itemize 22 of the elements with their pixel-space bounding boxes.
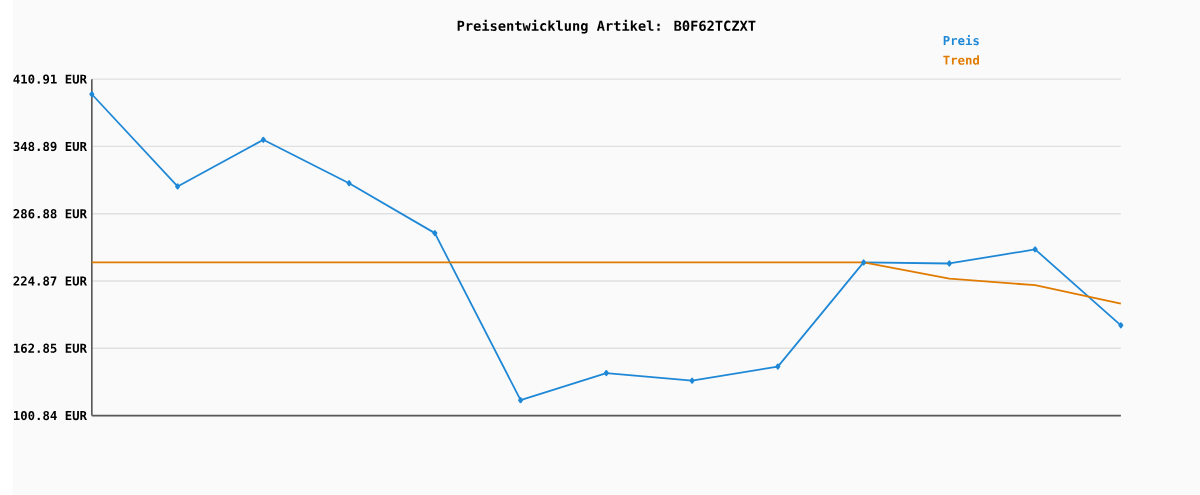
chart-title: Preisentwicklung Artikel: B0F62TCZXT (457, 19, 756, 34)
point (346, 180, 352, 187)
point (518, 397, 524, 404)
point (1032, 246, 1038, 253)
point (1118, 322, 1124, 329)
point (260, 136, 266, 144)
point (861, 259, 867, 266)
y-tick-label: 224.87 EUR (13, 276, 87, 286)
y-tick-label: 100.84 EUR (13, 411, 87, 421)
point (946, 260, 952, 267)
point (432, 230, 438, 237)
point (175, 183, 181, 190)
y-tick-label: 410.91 EUR (13, 74, 87, 84)
text: Preis (943, 35, 979, 46)
y-tick-label: 162.85 EUR (13, 343, 87, 354)
point (775, 363, 781, 370)
point (689, 377, 695, 384)
point (89, 91, 95, 98)
y-tick-label: 286.88 EUR (13, 209, 87, 219)
y-tick-label: 348.89 EUR (13, 141, 87, 152)
point (603, 370, 609, 377)
text: Trend (943, 55, 979, 65)
